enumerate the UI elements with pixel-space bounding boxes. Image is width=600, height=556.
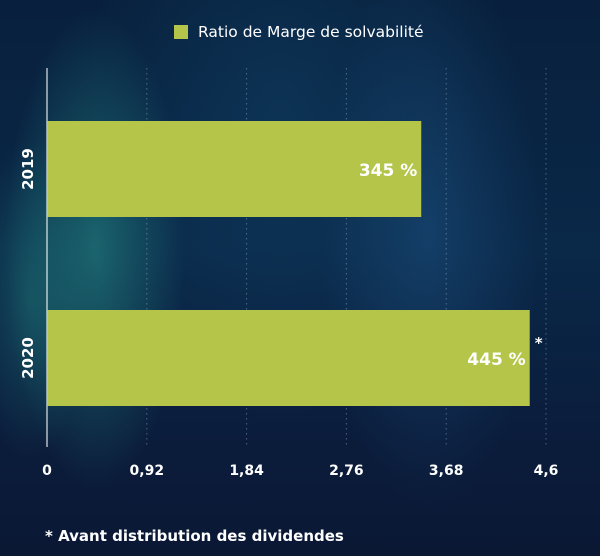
legend-label: Ratio de Marge de solvabilité [198,23,424,41]
x-tick-label: 3,68 [429,463,464,479]
data-labels: 345 % 445 % * [359,161,543,370]
x-tick-label: 1,84 [229,463,264,479]
x-tick-label: 0 [42,463,52,479]
annotation-asterisk: * [535,334,543,352]
bar-2019 [47,121,422,217]
category-label-2019: 2019 [19,148,37,190]
data-label-2019: 345 % [359,161,417,181]
x-tick-label: 2,76 [329,463,364,479]
legend-swatch [174,25,188,39]
data-label-2020: 445 % [467,350,525,370]
category-labels: 2019 2020 [19,148,37,379]
x-tick-label: 4,6 [534,463,559,479]
x-axis-tick-labels: 0 0,92 1,84 2,76 3,68 4,6 [42,463,558,479]
bar-2020 [47,310,530,406]
x-tick-label: 0,92 [130,463,165,479]
chart-legend: Ratio de Marge de solvabilité [174,21,424,43]
category-label-2020: 2020 [19,337,37,379]
footnote: * Avant distribution des dividendes [45,527,344,545]
bars [47,121,530,406]
